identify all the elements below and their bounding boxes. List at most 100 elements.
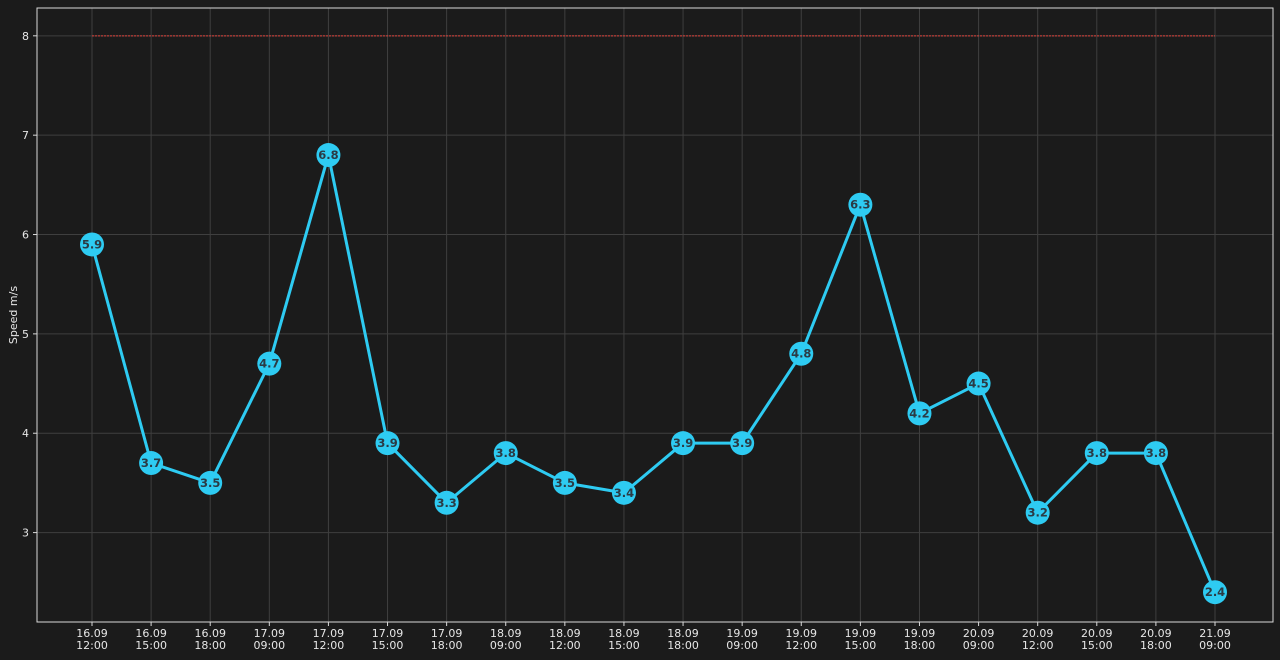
data-point xyxy=(671,431,696,456)
x-tick-label-date: 16.09 xyxy=(76,627,108,640)
data-point xyxy=(907,401,932,426)
x-tick-label-date: 17.09 xyxy=(313,627,345,640)
data-point xyxy=(1084,441,1109,466)
x-tick-label-date: 18.09 xyxy=(608,627,640,640)
y-tick-label: 8 xyxy=(22,30,29,43)
x-tick-label-date: 18.09 xyxy=(549,627,581,640)
x-tick-label: 20.09 09:00 xyxy=(963,627,995,652)
x-tick-label: 16.09 15:00 xyxy=(135,627,167,652)
x-tick-label: 21.09 09:00 xyxy=(1199,627,1231,652)
x-tick-label-time: 09:00 xyxy=(726,639,758,652)
data-label: 6.3 xyxy=(850,198,870,212)
data-point xyxy=(848,192,873,217)
x-tick-label-date: 20.09 xyxy=(963,627,995,640)
data-label: 4.2 xyxy=(909,406,929,420)
x-tick-label-date: 18.09 xyxy=(667,627,699,640)
x-tick-label-time: 12:00 xyxy=(785,639,817,652)
y-tick-label: 4 xyxy=(22,427,29,440)
x-tick-label-time: 18:00 xyxy=(431,639,463,652)
data-point xyxy=(1143,441,1168,466)
x-tick-label: 19.09 12:00 xyxy=(785,627,817,652)
x-tick-label-date: 16.09 xyxy=(135,627,167,640)
data-label: 3.9 xyxy=(673,436,693,450)
y-tick-label: 5 xyxy=(22,328,29,341)
x-tick-label-date: 20.09 xyxy=(1081,627,1113,640)
x-tick-label-date: 19.09 xyxy=(786,627,818,640)
data-point xyxy=(434,490,459,515)
x-tick-label: 17.09 09:00 xyxy=(253,627,285,652)
data-label: 6.8 xyxy=(318,148,338,162)
x-tick-label: 17.09 18:00 xyxy=(431,627,463,652)
x-tick-label: 16.09 12:00 xyxy=(76,627,108,652)
data-point xyxy=(730,431,755,456)
data-label: 3.8 xyxy=(1087,446,1107,460)
data-point xyxy=(80,232,104,257)
x-tick-label-time: 18:00 xyxy=(194,639,226,652)
data-point xyxy=(257,351,282,376)
x-tick-label-time: 15:00 xyxy=(608,639,640,652)
x-tick-label: 20.09 18:00 xyxy=(1140,627,1172,652)
x-tick-label-date: 20.09 xyxy=(1140,627,1172,640)
y-axis-ticks: 3 4 5 6 7 8 xyxy=(22,30,37,540)
data-point xyxy=(1203,580,1227,605)
x-tick-label: 18.09 18:00 xyxy=(667,627,699,652)
x-tick-label-time: 09:00 xyxy=(253,639,285,652)
x-tick-label-time: 15:00 xyxy=(372,639,404,652)
x-tick-label: 19.09 09:00 xyxy=(726,627,758,652)
data-point xyxy=(966,371,991,396)
x-tick-label-time: 09:00 xyxy=(963,639,995,652)
data-label: 3.2 xyxy=(1027,506,1047,520)
data-label: 4.7 xyxy=(259,357,279,371)
x-tick-label-time: 09:00 xyxy=(1199,639,1231,652)
x-tick-label-time: 12:00 xyxy=(313,639,345,652)
axes-frame xyxy=(36,7,1274,623)
x-tick-label: 16.09 18:00 xyxy=(194,627,226,652)
x-tick-label: 19.09 18:00 xyxy=(904,627,936,652)
x-tick-label-date: 19.09 xyxy=(845,627,877,640)
x-tick-label-time: 15:00 xyxy=(135,639,167,652)
data-label: 3.4 xyxy=(614,486,634,500)
x-tick-label-time: 12:00 xyxy=(1022,639,1054,652)
x-tick-label: 18.09 15:00 xyxy=(608,627,640,652)
data-label: 4.5 xyxy=(968,377,988,391)
data-point xyxy=(552,470,577,495)
y-tick-label: 6 xyxy=(22,229,29,242)
data-label: 3.5 xyxy=(555,476,575,490)
data-label: 3.9 xyxy=(732,436,752,450)
data-point xyxy=(198,470,223,495)
x-tick-label: 17.09 15:00 xyxy=(372,627,404,652)
data-point xyxy=(1025,500,1050,525)
x-tick-label: 17.09 12:00 xyxy=(313,627,345,652)
data-point xyxy=(493,441,518,466)
x-tick-label: 18.09 12:00 xyxy=(549,627,581,652)
x-tick-label-date: 17.09 xyxy=(431,627,463,640)
data-label: 3.8 xyxy=(496,446,516,460)
x-tick-label-time: 18:00 xyxy=(904,639,936,652)
x-tick-label-date: 17.09 xyxy=(254,627,286,640)
y-axis-label: Speed m/s xyxy=(7,286,20,344)
x-tick-label-date: 16.09 xyxy=(194,627,226,640)
data-label: 5.9 xyxy=(82,237,102,251)
x-tick-label-date: 18.09 xyxy=(490,627,522,640)
x-tick-label-date: 20.09 xyxy=(1022,627,1054,640)
data-label: 3.3 xyxy=(436,496,456,510)
x-tick-label-time: 15:00 xyxy=(845,639,877,652)
x-tick-label-time: 09:00 xyxy=(490,639,522,652)
data-point xyxy=(316,143,341,168)
x-tick-label-date: 21.09 xyxy=(1199,627,1231,640)
series-0: 5.9 3.7 3.5 4.7 6.8 3.9 3.3 3.8 3.5 3.4 3.9 3.9 4.8 6… xyxy=(80,143,1227,605)
x-tick-label-date: 19.09 xyxy=(726,627,758,640)
x-tick-label: 20.09 15:00 xyxy=(1081,627,1113,652)
y-tick-label: 7 xyxy=(22,129,29,142)
data-point xyxy=(789,341,814,366)
x-tick-label: 18.09 09:00 xyxy=(490,627,522,652)
data-label: 3.9 xyxy=(377,436,397,450)
data-point xyxy=(139,451,164,476)
x-tick-label-time: 12:00 xyxy=(549,639,581,652)
x-tick-label: 19.09 15:00 xyxy=(845,627,877,652)
x-tick-label: 20.09 12:00 xyxy=(1022,627,1054,652)
y-tick-label: 3 xyxy=(22,527,29,540)
